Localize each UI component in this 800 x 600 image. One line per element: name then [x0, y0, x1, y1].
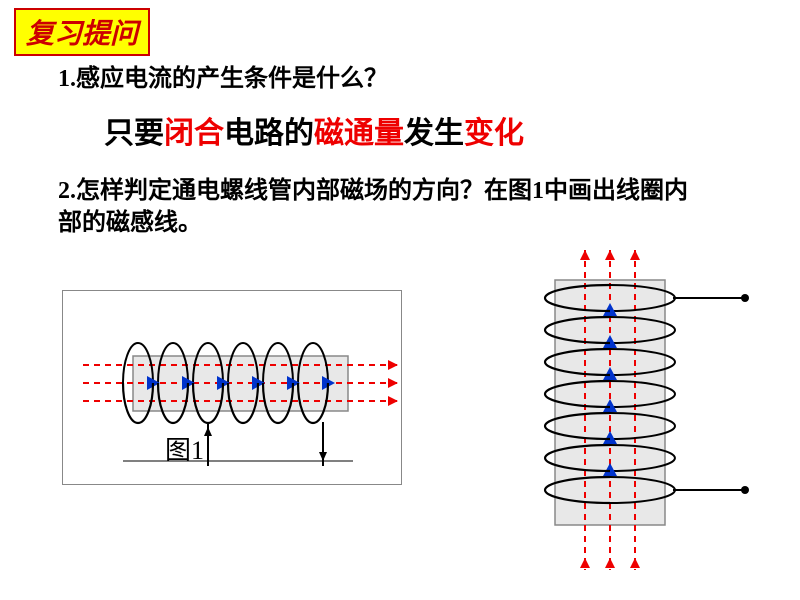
review-header-box: 复习提问	[14, 8, 150, 56]
question-1: 1.感应电流的产生条件是什么？	[58, 58, 388, 93]
answer-1: 只要闭合电路的磁通量发生变化	[104, 108, 524, 152]
answer-1-part1: 只要	[104, 117, 164, 150]
figure-1-svg	[63, 291, 403, 486]
question-2: 2.怎样判定通电螺线管内部磁场的方向？在图1中画出线圈内部的磁感线。	[58, 175, 698, 240]
answer-1-part5: 发生	[404, 117, 464, 150]
answer-1-part6: 变化	[464, 117, 524, 150]
answer-1-part2: 闭合	[164, 117, 224, 150]
review-header-text: 复习提问	[26, 19, 138, 50]
figure-2	[490, 250, 770, 580]
figure-1	[62, 290, 402, 485]
answer-1-part3: 电路的	[224, 117, 314, 150]
figure-2-svg	[490, 250, 770, 580]
answer-1-part4: 磁通量	[314, 117, 404, 150]
figure-1-label: 图1	[165, 430, 204, 467]
